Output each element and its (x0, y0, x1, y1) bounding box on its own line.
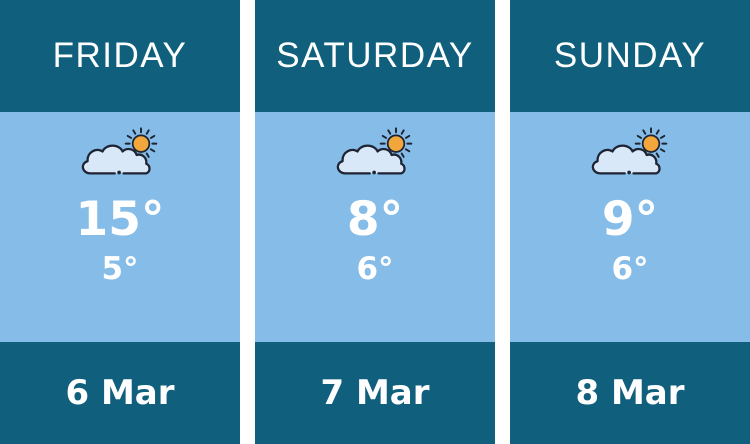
sun-behind-cloud-icon (333, 126, 417, 184)
day-name: SATURDAY (276, 36, 474, 75)
day-name: SUNDAY (553, 36, 707, 75)
sun-behind-cloud-icon (588, 126, 672, 184)
high-temperature: 9° (601, 192, 659, 247)
day-footer: 8 Mar (510, 342, 750, 444)
cloud-icon (336, 144, 406, 175)
day-card-saturday: SATURDAY (255, 0, 495, 444)
sun-icon (124, 127, 158, 158)
high-temperature: 8° (346, 192, 404, 247)
day-header: SUNDAY (510, 0, 750, 112)
low-temperature: 6° (611, 251, 649, 287)
sun-icon (634, 127, 668, 158)
day-name: FRIDAY (52, 36, 188, 75)
date-label: 7 Mar (320, 373, 430, 413)
day-body: 15° 5° (0, 112, 240, 342)
day-footer: 6 Mar (0, 342, 240, 444)
low-temperature: 5° (101, 251, 139, 287)
day-card-friday: FRIDAY (0, 0, 240, 444)
date-label: 6 Mar (65, 373, 175, 413)
day-header: FRIDAY (0, 0, 240, 112)
date-label: 8 Mar (575, 373, 685, 413)
sun-behind-cloud-icon (78, 126, 162, 184)
day-header: SATURDAY (255, 0, 495, 112)
high-temperature: 15° (75, 192, 165, 247)
cloud-icon (81, 144, 151, 175)
day-body: 8° 6° (255, 112, 495, 342)
day-body: 9° 6° (510, 112, 750, 342)
day-footer: 7 Mar (255, 342, 495, 444)
day-card-sunday: SUNDAY (510, 0, 750, 444)
low-temperature: 6° (356, 251, 394, 287)
cloud-icon (591, 144, 661, 175)
